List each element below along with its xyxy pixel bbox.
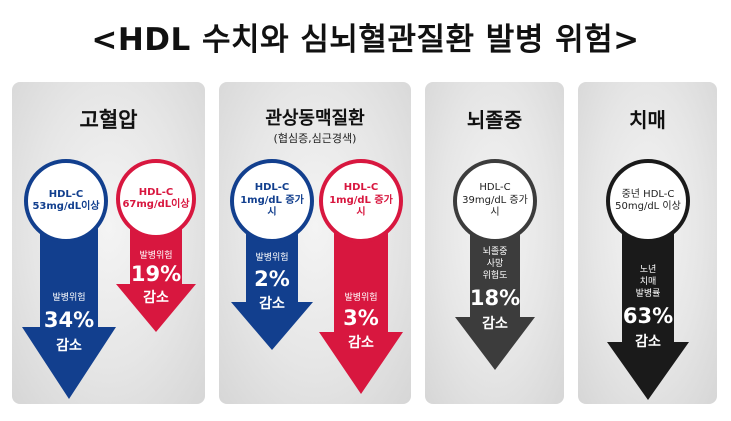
panel-stroke: 뇌졸중 HDL-C 39mg/dL 증가 시 뇌졸중 사망 위험도 18% 감소 <box>425 82 564 404</box>
risk-label: 발병위험 <box>344 293 378 303</box>
hdl-circle-male: HDL-C 53mg/dL이상 <box>24 159 108 243</box>
page-title: <HDL 수치와 심뇌혈관질환 발병 위험> <box>91 22 640 58</box>
arrow-down-black <box>607 202 689 400</box>
panel-title: 고혈압 <box>79 108 138 132</box>
arrow-down-blue <box>22 202 116 399</box>
gender-tag-male: 남성 <box>261 214 283 227</box>
arrow-down-gray <box>455 202 535 370</box>
risk-label: 노년 치매 발병률 <box>635 265 661 300</box>
circle-text: 중년 HDL-C 50mg/dL 이상 <box>615 188 681 213</box>
risk-change: 감소 <box>56 338 82 354</box>
panel-title: 뇌졸중 <box>466 108 523 132</box>
panel-title: 치매 <box>629 108 666 132</box>
gender-tag-male: 남성 <box>58 214 80 227</box>
panel-title: 관상동맥질환 <box>265 108 365 129</box>
risk-label: 뇌졸중 사망 위험도 <box>482 247 508 282</box>
risk-change: 감소 <box>348 335 374 351</box>
risk-percent: 18% <box>469 286 521 310</box>
panel-subtitle: (협심증,심근경색) <box>273 132 357 145</box>
risk-label: 발병위험 <box>255 253 289 263</box>
risk-percent: 2% <box>254 267 290 291</box>
gender-tag-female: 여성 <box>145 214 167 227</box>
panel-dementia: 치매 중년 HDL-C 50mg/dL 이상 노년 치매 발병률 63% 감소 <box>578 82 717 404</box>
circle-text: HDL-C 67mg/dL이상 <box>122 186 190 211</box>
hdl-circle-male: HDL-C 1mg/dL 증가 시 <box>230 159 314 243</box>
arrow-down-red <box>319 202 403 394</box>
arrow-down-red <box>116 202 196 332</box>
hdl-circle-female: HDL-C 1mg/dL 증가 시 <box>319 159 403 243</box>
risk-change: 감소 <box>635 334 661 350</box>
circle-text: HDL-C 1mg/dL 증가 시 <box>329 182 393 219</box>
hdl-circle: HDL-C 39mg/dL 증가 시 <box>453 159 537 243</box>
risk-change: 감소 <box>143 290 169 306</box>
circle-text: HDL-C 1mg/dL 증가 시 <box>240 182 304 219</box>
gender-tag-female: 여성 <box>350 214 372 227</box>
risk-percent: 19% <box>130 262 182 286</box>
circle-text: HDL-C 53mg/dL이상 <box>32 188 100 213</box>
panel-hypertension: 고혈압 HDL-C 53mg/dL이상 남성 발병위험 34% 감소 HDL-C… <box>12 82 205 404</box>
risk-label: 발병위험 <box>52 293 86 303</box>
risk-change: 감소 <box>482 316 508 332</box>
risk-percent: 63% <box>622 304 674 328</box>
hdl-circle-female: HDL-C 67mg/dL이상 <box>116 159 196 239</box>
hdl-circle: 중년 HDL-C 50mg/dL 이상 <box>606 159 690 243</box>
risk-change: 감소 <box>259 296 285 312</box>
panel-coronary-artery-disease: 관상동맥질환 (협심증,심근경색) HDL-C 1mg/dL 증가 시 남성 발… <box>219 82 411 404</box>
risk-percent: 34% <box>43 308 95 332</box>
arrow-down-blue <box>231 202 313 350</box>
risk-percent: 3% <box>343 306 379 330</box>
circle-text: HDL-C 39mg/dL 증가 시 <box>462 182 528 219</box>
risk-label: 발병위험 <box>139 251 173 261</box>
